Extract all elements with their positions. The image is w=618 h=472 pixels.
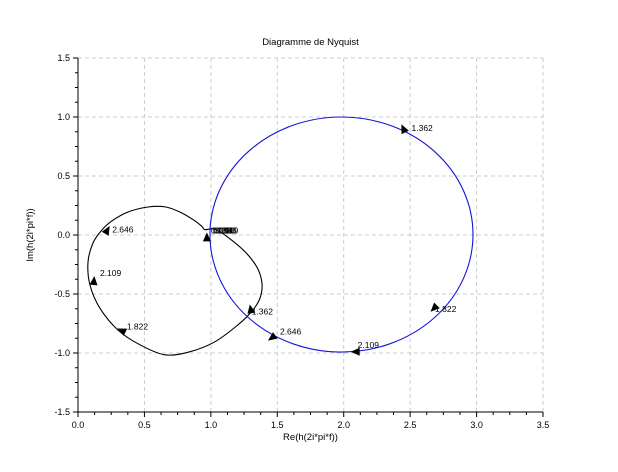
x-tick-label: 3.0	[470, 420, 483, 430]
chart-title: Diagramme de Nyquist	[262, 37, 359, 48]
freq-cluster-label: 0.088	[211, 226, 232, 235]
freq-label: 2.646	[112, 224, 134, 234]
freq-label: 1.822	[435, 304, 457, 314]
x-tick-label: 2.5	[404, 420, 417, 430]
y-tick-label: 0.0	[57, 230, 70, 240]
freq-label: 2.646	[280, 327, 302, 337]
x-tick-label: 1.5	[271, 420, 284, 430]
freq-arrow-icon	[401, 124, 409, 135]
freq-arrow-icon	[247, 304, 256, 314]
freq-arrow-icon	[267, 332, 278, 341]
freq-cluster-label: 0.106	[216, 226, 237, 235]
y-tick-label: -1.0	[54, 348, 70, 358]
x-tick-label: 2.0	[337, 420, 350, 430]
nyquist-branch-blue	[209, 116, 474, 353]
y-tick-label: 1.5	[57, 53, 70, 63]
x-tick-label: 3.5	[537, 420, 550, 430]
y-tick-label: -0.5	[54, 289, 70, 299]
freq-label: 2.109	[100, 268, 122, 278]
freq-cluster-arrow-icon	[202, 232, 211, 242]
freq-arrow-icon	[89, 276, 98, 286]
freq-label: 1.822	[127, 322, 149, 332]
y-tick-label: 0.5	[57, 171, 70, 181]
freq-cluster-label: 0.100	[214, 226, 235, 235]
freq-arrow-icon	[350, 347, 360, 356]
freq-arrow-icon	[101, 225, 110, 236]
x-tick-label: 0.5	[138, 420, 151, 430]
x-tick-label: 1.0	[205, 420, 218, 430]
freq-cluster-label: 0.094	[212, 226, 233, 235]
freq-label: 1.362	[412, 123, 434, 133]
nyquist-branch-black	[87, 205, 263, 356]
y-tick-label: 1.0	[57, 112, 70, 122]
x-axis-label: Re(h(2i*pi*f))	[283, 432, 338, 443]
y-tick-label: -1.5	[54, 407, 70, 417]
freq-cluster-label: 0.113	[217, 226, 237, 235]
x-tick-label: 0.0	[72, 420, 85, 430]
freq-arrow-icon	[430, 302, 440, 312]
freq-arrow-icon	[117, 328, 128, 336]
freq-label: 2.109	[358, 340, 380, 350]
freq-label: 1.362	[252, 306, 274, 316]
freq-cluster-label: 0.119	[219, 226, 239, 235]
